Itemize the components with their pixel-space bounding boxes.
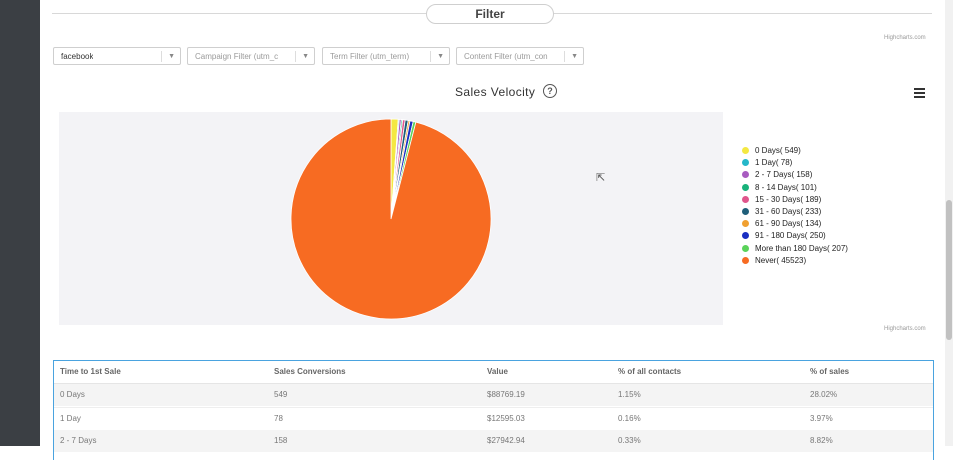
legend-label: 0 Days( 549): [755, 146, 801, 155]
table-cell: $12595.03: [487, 414, 525, 423]
chevron-down-icon: ▼: [437, 53, 444, 60]
column-header[interactable]: Value: [487, 367, 508, 376]
chart-title: Sales Velocity: [455, 85, 536, 99]
sales-velocity-table: Time to 1st Sale Sales Conversions Value…: [53, 360, 934, 460]
chevron-down-icon: ▼: [168, 53, 175, 60]
help-icon[interactable]: ?: [543, 84, 557, 98]
scrollbar-thumb[interactable]: [946, 200, 952, 340]
legend-label: 61 - 90 Days( 134): [755, 219, 822, 229]
table-header-row: Time to 1st Sale Sales Conversions Value…: [54, 361, 933, 384]
legend-label: 31 - 60 Days( 233): [755, 206, 822, 216]
table-cell: $27942.94: [487, 436, 525, 445]
table-cell: 3.97%: [810, 414, 833, 423]
legend-label: 1 Day( 78): [755, 158, 793, 168]
dropdown-separator: [564, 51, 565, 62]
legend-marker: [742, 232, 749, 240]
highcharts-credit[interactable]: Highcharts.com: [884, 35, 926, 41]
legend-marker: [742, 220, 749, 228]
legend-label: 8 - 14 Days( 101): [755, 182, 817, 192]
highcharts-credit-bottom[interactable]: Highcharts.com: [884, 326, 926, 332]
pie-slice-never[interactable]: [290, 118, 492, 320]
dropdown-separator: [295, 51, 296, 62]
source-filter-value: facebook: [61, 52, 94, 61]
legend-label: More than 180 Days( 207): [755, 243, 848, 253]
table-cell: 1 Day: [60, 414, 81, 423]
legend-label: 2 - 7 Days( 158): [755, 170, 813, 180]
table-row: 2 - 7 Days 158 $27942.94 0.33% 8.82%: [54, 430, 933, 452]
campaign-filter-placeholder: Campaign Filter (utm_c: [195, 52, 279, 61]
column-header[interactable]: Sales Conversions: [274, 367, 346, 376]
legend-marker: [742, 207, 749, 215]
content-filter-placeholder: Content Filter (utm_con: [464, 52, 548, 61]
legend-label: 15 - 30 Days( 189): [755, 194, 822, 204]
table-cell: 1.15%: [618, 390, 641, 399]
legend-marker: [742, 183, 749, 191]
table-cell: $88769.19: [487, 390, 525, 399]
legend-marker: [742, 256, 749, 264]
dropdown-separator: [430, 51, 431, 62]
campaign-filter-dropdown[interactable]: Campaign Filter (utm_c ▼: [187, 47, 315, 65]
mouse-cursor-icon: ⇱: [596, 172, 606, 184]
source-filter-dropdown[interactable]: facebook ▼: [53, 47, 181, 65]
table-cell: 158: [274, 436, 288, 445]
table-row: 0 Days 549 $88769.19 1.15% 28.02%: [54, 384, 933, 406]
legend-label: 91 - 180 Days( 250): [755, 231, 826, 241]
term-filter-placeholder: Term Filter (utm_term): [330, 52, 410, 61]
table-row: 1 Day 78 $12595.03 0.16% 3.97%: [54, 407, 933, 430]
term-filter-dropdown[interactable]: Term Filter (utm_term) ▼: [322, 47, 450, 65]
table-cell: 549: [274, 390, 288, 399]
page-scrollbar[interactable]: [945, 0, 953, 446]
chevron-down-icon: ▼: [571, 53, 578, 60]
legend-label: Never( 45523): [755, 255, 807, 265]
dropdown-separator: [161, 51, 162, 62]
column-header[interactable]: Time to 1st Sale: [60, 367, 121, 376]
column-header[interactable]: % of sales: [810, 367, 850, 376]
table-cell: 2 - 7 Days: [60, 436, 97, 445]
table-cell: 78: [274, 414, 283, 423]
legend-marker: [742, 244, 749, 252]
legend-marker: [742, 195, 749, 203]
filter-toggle-button[interactable]: Filter: [426, 4, 554, 24]
table-cell: 0.33%: [618, 436, 641, 445]
content-filter-dropdown[interactable]: Content Filter (utm_con ▼: [456, 47, 584, 65]
sales-velocity-pie[interactable]: [287, 115, 495, 323]
legend-marker: [742, 147, 749, 154]
column-header[interactable]: % of all contacts: [618, 367, 682, 376]
chart-menu-icon[interactable]: [914, 88, 926, 98]
legend-marker: [742, 159, 749, 167]
left-sidebar-rail: [0, 0, 40, 446]
legend-marker: [742, 171, 749, 179]
table-cell: 28.02%: [810, 390, 838, 399]
table-cell: 8.82%: [810, 436, 833, 445]
chevron-down-icon: ▼: [302, 53, 309, 60]
table-cell: 0 Days: [60, 390, 85, 399]
table-cell: 0.16%: [618, 414, 641, 423]
